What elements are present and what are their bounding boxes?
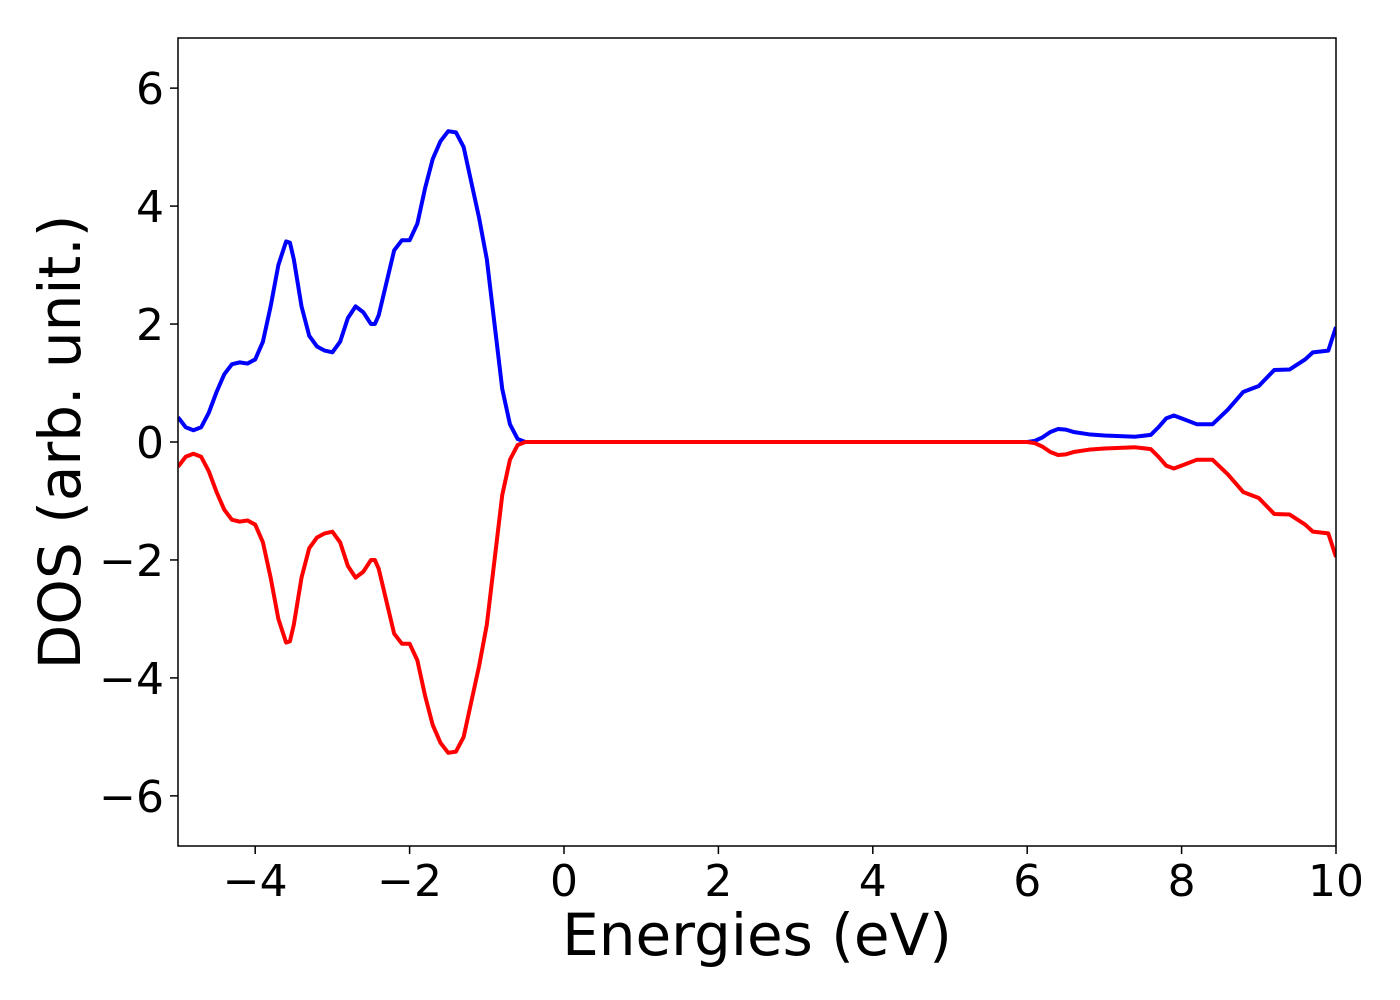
y-axis-label: DOS (arb. unit.)	[26, 215, 94, 670]
x-tick-label: 6	[1013, 856, 1041, 907]
series-line	[178, 440, 1336, 755]
plot-area	[178, 129, 1336, 755]
x-tick-label: 4	[859, 856, 887, 907]
x-tick-label: 10	[1308, 856, 1364, 907]
y-tick-label: −6	[99, 772, 164, 823]
y-tick-label: −4	[99, 654, 164, 705]
y-tick-label: 4	[136, 182, 164, 233]
x-tick-label: 0	[550, 856, 578, 907]
y-tick-label: −2	[99, 536, 164, 587]
y-tick-label: 0	[136, 418, 164, 469]
x-tick-label: −2	[377, 856, 442, 907]
series-line	[178, 129, 1336, 444]
x-axis-label: Energies (eV)	[562, 901, 952, 969]
x-tick-label: −4	[223, 856, 288, 907]
y-tick-label: 2	[136, 300, 164, 351]
x-tick-label: 2	[704, 856, 732, 907]
x-tick-label: 8	[1168, 856, 1196, 907]
y-tick-label: 6	[136, 64, 164, 115]
